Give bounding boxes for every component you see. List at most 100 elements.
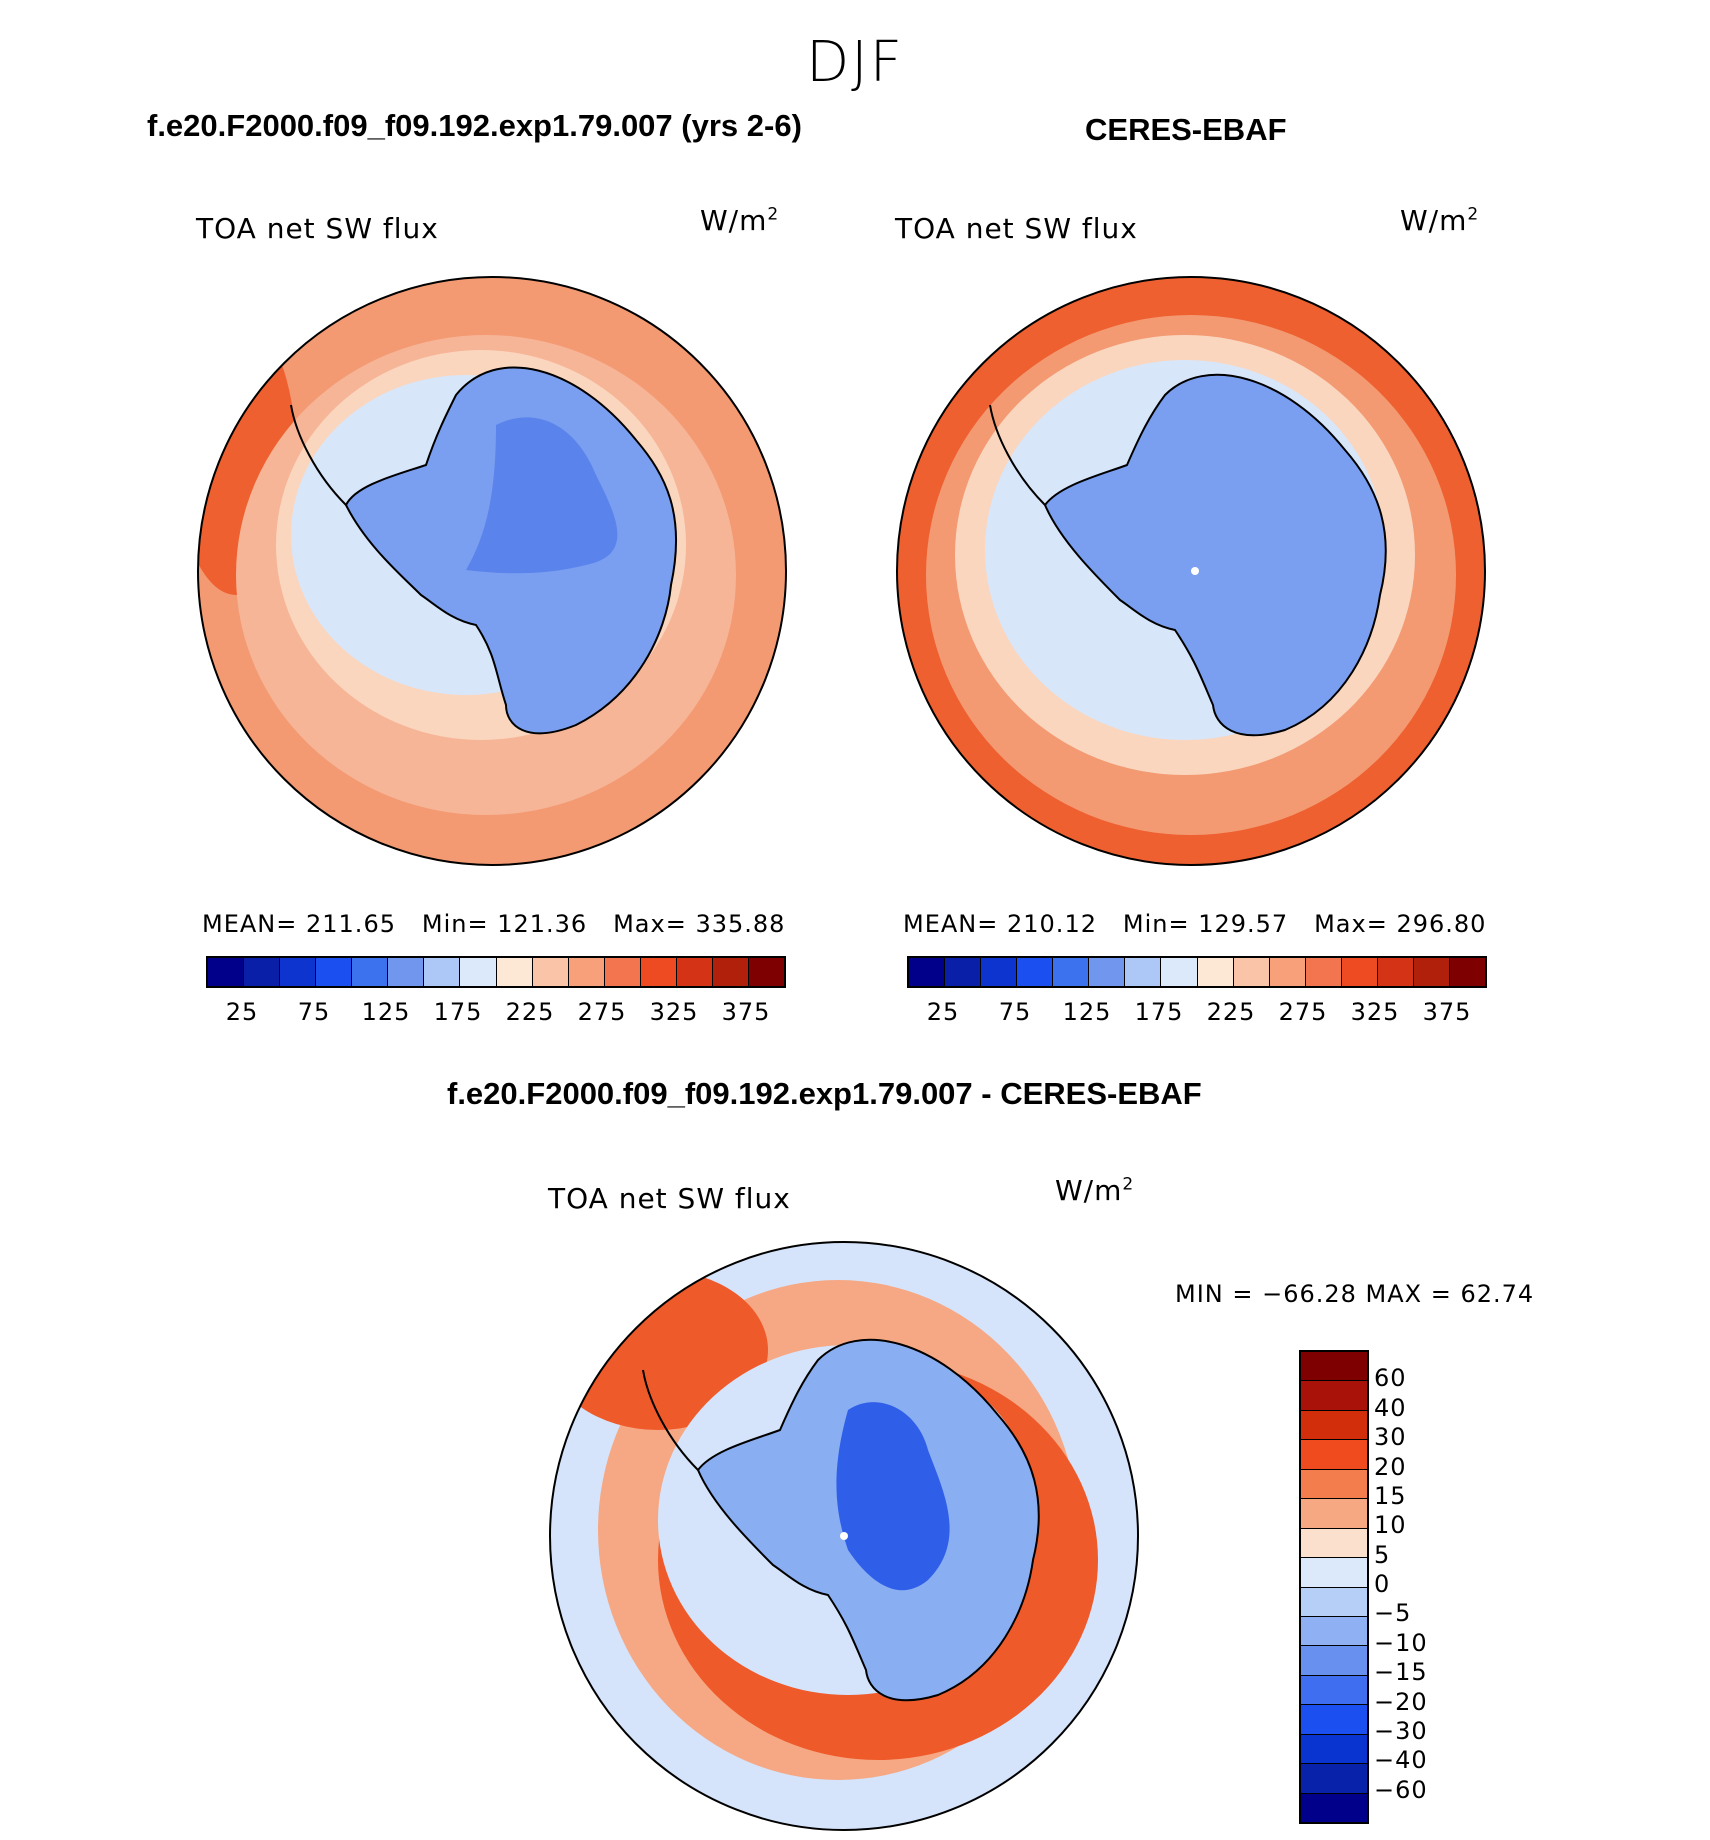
pole-marker	[840, 1532, 848, 1540]
colorbar-swatch	[1301, 1558, 1367, 1588]
colorbar-swatch	[1197, 958, 1234, 986]
colorbar-tick-label: 30	[1374, 1423, 1407, 1452]
colorbar-swatch	[1377, 958, 1414, 986]
obs-panel-title: CERES-EBAF	[1085, 112, 1287, 147]
colorbar-swatch	[981, 958, 1018, 986]
colorbar-tick-label: 275	[577, 998, 627, 1026]
model-stats: MEAN= 211.65 Min= 121.36 Max= 335.88	[202, 910, 786, 938]
colorbar-tick-label: −20	[1374, 1687, 1428, 1716]
model-units: W/m2	[700, 204, 780, 237]
colorbar-swatch	[352, 958, 389, 986]
colorbar-tick-label: −60	[1374, 1775, 1428, 1804]
colorbar-tick-label: 25	[225, 998, 259, 1026]
antarctic-peninsula	[290, 404, 347, 506]
colorbar-swatch	[712, 958, 749, 986]
map-border	[896, 276, 1486, 866]
colorbar-tick-label: −40	[1374, 1746, 1428, 1775]
colorbar-tick-label: 125	[1062, 998, 1112, 1026]
diff-variable-label: TOA net SW flux	[548, 1182, 791, 1215]
colorbar-tick-label: 40	[1374, 1393, 1407, 1422]
colorbar-swatch	[280, 958, 317, 986]
antarctica-land	[1043, 373, 1387, 737]
deep-negative-region	[836, 1402, 950, 1591]
colorbar-swatch	[676, 958, 713, 986]
colorbar-tick-label: 225	[505, 998, 555, 1026]
colorbar-swatch	[1301, 1616, 1367, 1647]
colorbar-tick-label: 325	[1350, 998, 1400, 1026]
colorbar-tick-label: 0	[1374, 1570, 1391, 1598]
colorbar-swatch	[1301, 1499, 1367, 1529]
colorbar-tick-label: −5	[1374, 1599, 1412, 1628]
colorbar-swatch	[1301, 1734, 1367, 1765]
colorbar-tick-label: 20	[1374, 1452, 1407, 1481]
antarctic-peninsula	[989, 404, 1046, 506]
colorbar-swatch	[1305, 958, 1342, 986]
colorbar-tick-label: −15	[1374, 1658, 1428, 1687]
colorbar-tick-label: 375	[1422, 998, 1472, 1026]
obs-variable-label: TOA net SW flux	[895, 212, 1138, 245]
colorbar-swatch	[1301, 1764, 1367, 1794]
obs-colorbar	[907, 956, 1487, 988]
colorbar-swatch	[208, 958, 245, 986]
colorbar-swatch	[1233, 958, 1270, 986]
colorbar-swatch	[532, 958, 569, 986]
colorbar-tick-label: −30	[1374, 1716, 1428, 1745]
model-variable-label: TOA net SW flux	[196, 212, 439, 245]
map-border	[197, 276, 787, 866]
colorbar-swatch	[1449, 958, 1485, 986]
pole-marker	[1191, 567, 1199, 575]
colorbar-tick-label: 25	[926, 998, 960, 1026]
colorbar-swatch	[1301, 1646, 1367, 1676]
diff-minmax: MIN = −66.28 MAX = 62.74	[1175, 1280, 1535, 1308]
colorbar-swatch	[1301, 1675, 1367, 1706]
colorbar-tick-label: 15	[1374, 1481, 1407, 1510]
colorbar-tick-label: 60	[1374, 1364, 1407, 1393]
colorbar-swatch	[1301, 1793, 1367, 1822]
antarctica-interior	[466, 417, 618, 574]
colorbar-swatch	[496, 958, 533, 986]
colorbar-tick-label: 125	[361, 998, 411, 1026]
colorbar-swatch	[1301, 1352, 1367, 1382]
colorbar-swatch	[945, 958, 982, 986]
colorbar-swatch	[1017, 958, 1054, 986]
colorbar-swatch	[640, 958, 677, 986]
obs-stats: MEAN= 210.12 Min= 129.57 Max= 296.80	[903, 910, 1487, 938]
colorbar-tick-label: 175	[1134, 998, 1184, 1026]
colorbar-tick-label: 10	[1374, 1511, 1407, 1540]
colorbar-tick-label: 375	[721, 998, 771, 1026]
obs-units: W/m2	[1400, 204, 1480, 237]
colorbar-tick-label: 75	[998, 998, 1032, 1026]
colorbar-tick-label: 275	[1278, 998, 1328, 1026]
colorbar-tick-label: 325	[649, 998, 699, 1026]
colorbar-swatch	[1161, 958, 1198, 986]
colorbar-swatch	[1301, 1381, 1367, 1411]
colorbar-swatch	[1413, 958, 1450, 986]
colorbar-tick-label: 175	[433, 998, 483, 1026]
diff-colorbar	[1299, 1350, 1369, 1824]
diff-units: W/m2	[1055, 1174, 1135, 1207]
colorbar-swatch	[909, 958, 946, 986]
colorbar-swatch	[1341, 958, 1378, 986]
colorbar-swatch	[244, 958, 281, 986]
antarctic-peninsula	[642, 1369, 699, 1471]
model-panel-title: f.e20.F2000.f09_f09.192.exp1.79.007 (yrs…	[147, 108, 802, 143]
colorbar-swatch	[1301, 1440, 1367, 1470]
obs-polar-map	[896, 276, 1486, 866]
colorbar-swatch	[1301, 1587, 1367, 1617]
colorbar-tick-label: 75	[297, 998, 331, 1026]
colorbar-tick-label: 5	[1374, 1540, 1391, 1569]
colorbar-swatch	[1125, 958, 1162, 986]
colorbar-swatch	[1301, 1410, 1367, 1441]
colorbar-swatch	[388, 958, 425, 986]
colorbar-swatch	[1089, 958, 1126, 986]
model-polar-map	[197, 276, 787, 866]
colorbar-swatch	[424, 958, 461, 986]
colorbar-swatch	[604, 958, 641, 986]
season-title: DJF	[806, 30, 904, 95]
colorbar-swatch	[460, 958, 497, 986]
colorbar-swatch	[1269, 958, 1306, 986]
map-border	[549, 1241, 1139, 1831]
colorbar-swatch	[1053, 958, 1090, 986]
colorbar-swatch	[568, 958, 605, 986]
colorbar-tick-label: −10	[1374, 1628, 1428, 1657]
